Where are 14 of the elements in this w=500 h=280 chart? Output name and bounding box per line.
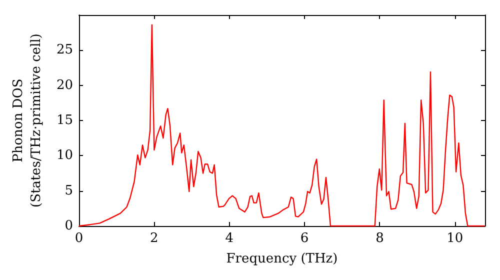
- x-tick-label: 2: [150, 231, 158, 246]
- y-axis-title: Phonon DOS (States/THz·primitive cell): [11, 33, 44, 208]
- x-axis-title: Frequency (THz): [226, 251, 338, 266]
- y-tick-label: 15: [56, 113, 73, 128]
- y-tick-label: 25: [56, 42, 73, 58]
- y-tick-label: 5: [64, 183, 73, 198]
- x-tick-label: 8: [376, 231, 384, 246]
- y-tick-label: 20: [56, 78, 73, 93]
- x-tick-label: 10: [446, 231, 464, 246]
- x-tick-label: 0: [74, 231, 84, 246]
- x-tick-label: 4: [225, 231, 234, 246]
- x-tick-label: 6: [300, 231, 309, 246]
- y-tick-label: 0: [64, 218, 73, 234]
- y-tick-label: 10: [56, 148, 73, 164]
